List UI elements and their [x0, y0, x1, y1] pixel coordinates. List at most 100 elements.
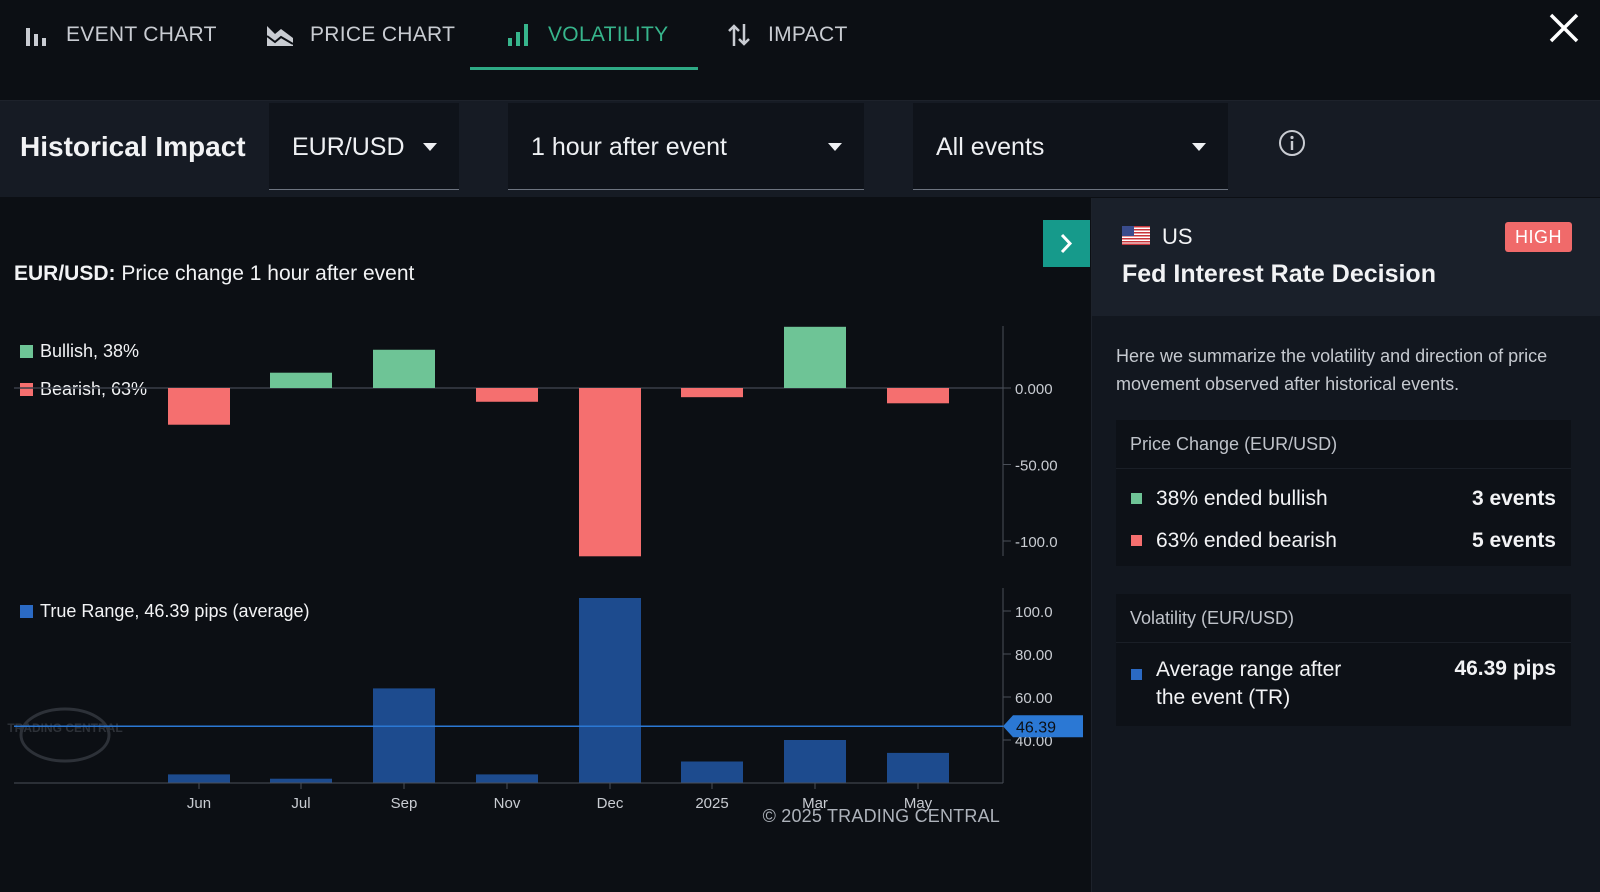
chart-title-pair: EUR/USD: — [14, 262, 116, 285]
tab-volatility[interactable]: VOLATILITY — [469, 0, 700, 70]
price-change-bar — [373, 349, 435, 388]
price-change-bar — [579, 388, 641, 557]
tab-label: PRICE CHART — [310, 23, 456, 46]
range-label-line-2: the event (TR) — [1156, 686, 1291, 709]
chevron-right-icon — [1060, 233, 1073, 254]
info-icon[interactable] — [1278, 129, 1306, 157]
event-name: Fed Interest Rate Decision — [1122, 260, 1436, 288]
chart-area: EUR/USD: Price change 1 hour after event… — [0, 198, 1090, 892]
true-range-bar — [579, 598, 641, 783]
range-swatch — [1131, 669, 1142, 680]
events-select[interactable]: All events — [913, 103, 1228, 190]
card-title: Volatility (EUR/USD) — [1116, 594, 1571, 643]
impact-badge: HIGH — [1505, 222, 1572, 252]
us-flag-icon — [1122, 226, 1150, 245]
chart-svg: TRADING CENTRAL 0.000 -50.00 -100.0 100.0 8… — [7, 326, 1083, 812]
chevron-down-icon — [828, 143, 842, 151]
y-tick-label: 100.0 — [1015, 604, 1053, 621]
y-tick-label: -100.0 — [1015, 534, 1058, 551]
tab-price-chart[interactable]: PRICE CHART — [266, 0, 455, 70]
chevron-down-icon — [1192, 143, 1206, 151]
panel-description: Here we summarize the volatility and dir… — [1116, 346, 1548, 394]
y-tick-label: 0.000 — [1015, 381, 1053, 398]
bullish-row: 38% ended bullish 3 events — [1116, 477, 1571, 519]
price-change-card: Price Change (EUR/USD) 38% ended bullish… — [1116, 420, 1571, 566]
bar-chart-icon — [26, 28, 46, 46]
bullish-count: 3 events — [1471, 487, 1556, 510]
average-marker — [1003, 715, 1083, 738]
copyright: © 2025 TRADING CENTRAL — [762, 806, 1000, 826]
range-value: 46.39 pips — [1454, 657, 1556, 680]
true-range-bar — [784, 740, 846, 783]
price-change-chart: 0.000 -50.00 -100.0 — [14, 326, 1058, 557]
chart-title: EUR/USD: Price change 1 hour after event — [14, 262, 414, 286]
range-label: Average range after the event (TR) — [1156, 656, 1341, 712]
y-tick-label: 60.00 — [1015, 690, 1053, 707]
x-tick-label: Nov — [494, 795, 521, 812]
legend-label: Bullish, 38% — [40, 341, 140, 361]
legend-bullish: Bullish, 38% — [20, 341, 139, 362]
event-country: US — [1162, 224, 1193, 249]
x-tick-label: Jun — [187, 795, 211, 812]
legend-label: True Range, 46.39 pips (average) — [40, 601, 310, 621]
price-change-bar — [681, 388, 743, 398]
bearish-label: 63% ended bearish — [1156, 529, 1337, 552]
tab-label: VOLATILITY — [548, 23, 669, 46]
legend-true-range: True Range, 46.39 pips (average) — [20, 601, 310, 622]
price-change-bar — [887, 388, 949, 404]
expand-panel-button[interactable] — [1043, 220, 1090, 267]
page-title: Historical Impact — [20, 131, 246, 162]
x-tick-label: Jul — [291, 795, 310, 812]
x-tick-label: Dec — [597, 795, 624, 812]
tab-impact[interactable]: IMPACT — [726, 0, 848, 70]
bearish-row: 63% ended bearish 5 events — [1116, 519, 1571, 561]
price-change-bar — [168, 388, 230, 425]
x-tick-label: 2025 — [695, 795, 728, 812]
tab-label: EVENT CHART — [66, 23, 217, 46]
true-range-bar — [168, 774, 230, 783]
x-tick-label: Sep — [391, 795, 418, 812]
x-axis: Jun Jul Sep Nov Dec 2025 Mar May — [14, 782, 1003, 812]
pair-select-value: EUR/USD — [292, 133, 405, 161]
price-change-bar — [784, 326, 846, 388]
chevron-down-icon — [423, 143, 437, 151]
volatility-card: Volatility (EUR/USD) Average range after… — [1116, 594, 1571, 726]
volatility-icon — [508, 24, 528, 46]
tab-label: IMPACT — [768, 23, 848, 46]
x-tick-label: Mar — [802, 795, 828, 812]
average-range-row: Average range after the event (TR) 46.39… — [1116, 653, 1571, 723]
y-tick-label: 80.00 — [1015, 647, 1053, 664]
event-summary-panel: US HIGH Fed Interest Rate Decision Here … — [1091, 198, 1600, 892]
price-change-bar — [476, 388, 538, 402]
legend-swatch — [20, 605, 33, 618]
trading-central-watermark: TRADING CENTRAL — [7, 707, 123, 763]
true-range-bar — [887, 752, 949, 783]
true-range-bar — [373, 688, 435, 783]
legend-swatch — [20, 345, 33, 358]
close-icon[interactable] — [1548, 12, 1580, 44]
filter-bar: Historical Impact EUR/USD 1 hour after e… — [0, 101, 1600, 198]
time-window-select[interactable]: 1 hour after event — [508, 103, 864, 190]
bearish-swatch — [1131, 535, 1142, 546]
legend-bearish: Bearish, 63% — [20, 379, 147, 400]
true-range-bar — [681, 761, 743, 783]
y-tick-label: -50.00 — [1015, 458, 1058, 475]
price-change-bar — [270, 372, 332, 388]
bullish-label: 38% ended bullish — [1156, 487, 1328, 510]
top-tab-bar: EVENT CHART PRICE CHART VOLATILITY IMPAC… — [0, 0, 1600, 101]
legend-swatch — [20, 383, 33, 396]
bearish-count: 5 events — [1471, 529, 1556, 552]
card-title: Price Change (EUR/USD) — [1116, 420, 1571, 469]
chart-title-text: Price change 1 hour after event — [115, 262, 415, 285]
pair-select[interactable]: EUR/USD — [269, 103, 459, 190]
average-label: 46.39 — [1016, 719, 1056, 736]
true-range-bar — [476, 774, 538, 783]
watermark-text: TRADING CENTRAL — [7, 721, 122, 735]
time-window-value: 1 hour after event — [531, 133, 727, 161]
event-header: US HIGH Fed Interest Rate Decision — [1092, 198, 1600, 316]
true-range-bar — [270, 778, 332, 783]
tab-event-chart[interactable]: EVENT CHART — [24, 0, 217, 70]
events-select-value: All events — [936, 133, 1045, 161]
area-chart-icon — [266, 26, 294, 46]
